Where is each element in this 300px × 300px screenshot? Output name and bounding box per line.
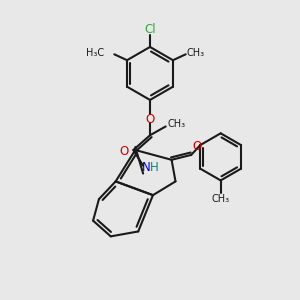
Text: CH₃: CH₃ (187, 48, 205, 58)
Text: Cl: Cl (144, 23, 156, 36)
Text: CH₃: CH₃ (167, 119, 186, 130)
Text: N: N (142, 161, 150, 174)
Text: CH₃: CH₃ (212, 194, 230, 204)
Text: O: O (120, 146, 129, 158)
Text: O: O (193, 140, 202, 153)
Text: O: O (146, 113, 154, 126)
Text: H: H (150, 161, 158, 174)
Text: H₃C: H₃C (86, 48, 104, 58)
